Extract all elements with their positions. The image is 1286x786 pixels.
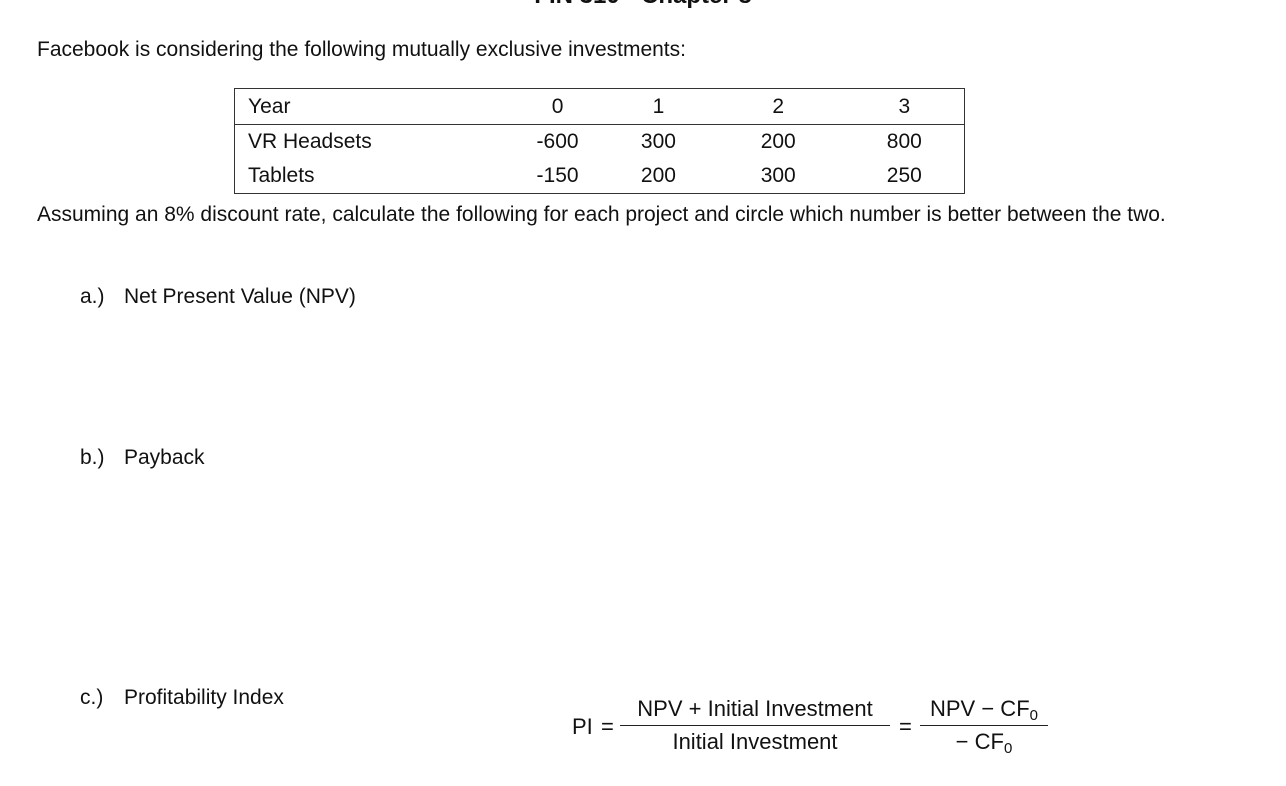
question: c.) Profitability Index: [80, 686, 284, 710]
question-label: c.): [80, 686, 104, 709]
denominator: Initial Investment: [672, 729, 838, 754]
table-cell: 300: [760, 164, 796, 187]
table-cell: Tablets: [248, 164, 315, 187]
numerator: NPV + Initial Investment: [620, 696, 890, 726]
intro-text: Facebook is considering the following mu…: [37, 38, 686, 61]
equals-sign: =: [601, 714, 614, 739]
question: a.) Net Present Value (NPV): [80, 285, 356, 309]
subscript: 0: [1029, 707, 1038, 724]
table-cell: 250: [886, 164, 922, 187]
equals-sign: =: [899, 714, 912, 739]
subscript: 0: [1003, 740, 1013, 757]
question-label: b.): [80, 446, 105, 469]
numerator: NPV − CF0: [920, 696, 1048, 726]
question: b.) Payback: [80, 446, 205, 470]
table-cell: 800: [886, 130, 922, 153]
table-row: Year 0 1 2 3: [234, 88, 965, 125]
table-cell: -600: [536, 130, 579, 153]
fraction: NPV + Initial Investment Initial Investm…: [620, 696, 890, 755]
table-cell: 3: [844, 88, 965, 125]
denominator-text: − CF: [955, 729, 1004, 754]
table-cell: 2: [711, 88, 845, 125]
instructions: Assuming an 8% discount rate, calculate …: [37, 203, 1166, 226]
table-cell: Year: [234, 88, 511, 125]
question-text: Payback: [124, 446, 205, 469]
table-cell: 0: [510, 88, 605, 125]
question-text: Profitability Index: [124, 686, 284, 709]
table-cell: 1: [605, 88, 712, 125]
table-cell: 200: [640, 164, 676, 187]
table-row: Tablets -150 200 300 250: [235, 159, 965, 194]
table-cell: 300: [640, 130, 676, 153]
table-row: VR Headsets -600 300 200 800: [235, 125, 965, 160]
cash-flow-table: Year 0 1 2 3 VR Headsets -600 300 200 800 Tablets -…: [234, 88, 965, 194]
formula-lhs: PI: [572, 714, 593, 739]
fraction: NPV − CF0 − CF0: [920, 696, 1048, 757]
doc-title: FIN 310 - Chapter 8: [0, 0, 1286, 10]
numerator-text: NPV − CF: [930, 696, 1030, 721]
denominator: − CF0: [920, 726, 1048, 757]
table-cell: VR Headsets: [248, 130, 372, 153]
question-label: a.): [80, 285, 105, 308]
table-cell: 200: [760, 130, 796, 153]
table-cell: -150: [536, 164, 579, 187]
question-text: Net Present Value (NPV): [124, 285, 356, 308]
